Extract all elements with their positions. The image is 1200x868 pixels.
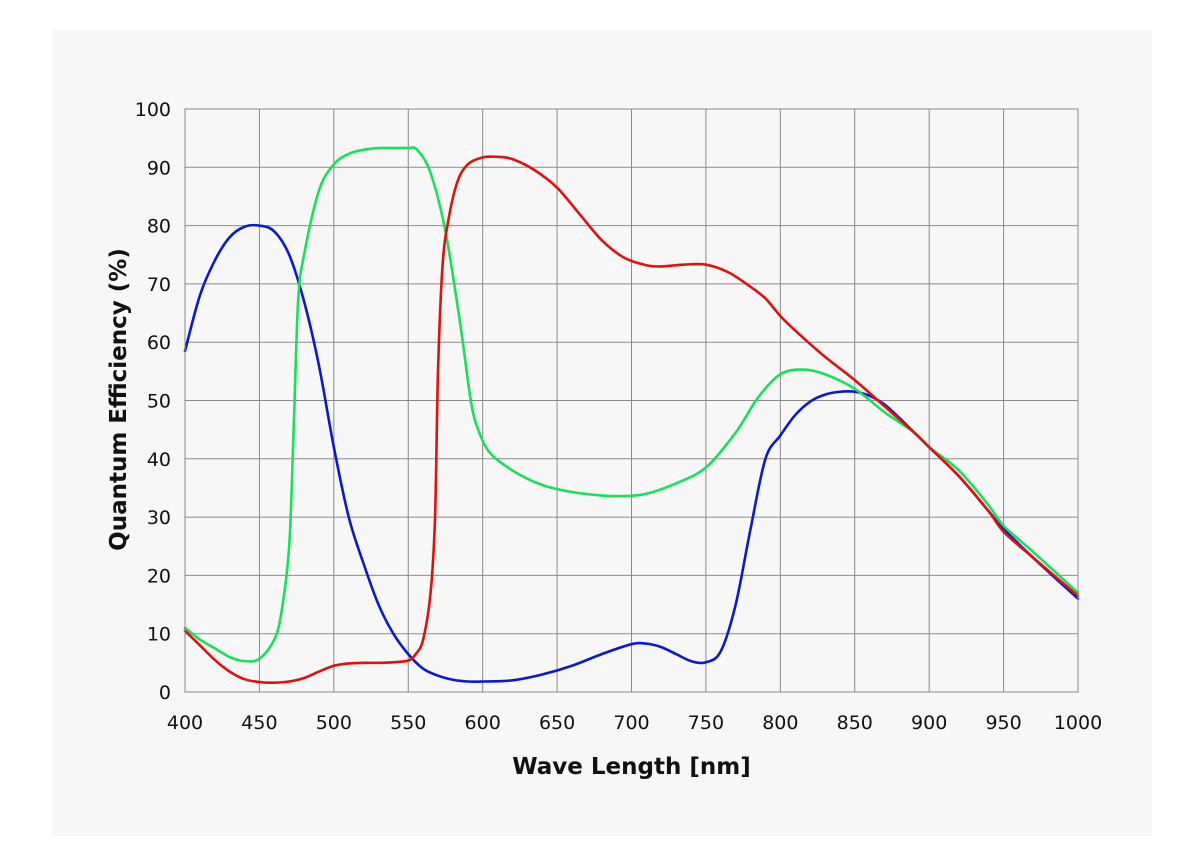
y-tick-label: 80: [147, 216, 171, 238]
y-tick-label: 70: [147, 274, 171, 296]
x-tick-label: 850: [837, 712, 873, 734]
x-tick-label: 1000: [1054, 712, 1102, 734]
y-axis-label: Quantum Efficiency (%): [106, 248, 132, 551]
y-tick-label: 60: [147, 332, 171, 354]
y-tick-label: 20: [147, 565, 171, 587]
x-axis-label: Wave Length [nm]: [512, 754, 751, 780]
x-tick-label: 450: [241, 712, 277, 734]
grid-lines: [184, 108, 1079, 693]
x-tick-label: 600: [465, 712, 501, 734]
y-tick-label: 90: [147, 157, 171, 179]
y-tick-label: 50: [147, 391, 171, 413]
series-line-3: [183, 155, 1080, 685]
y-tick-label: 10: [147, 624, 171, 646]
x-tick-label: 750: [688, 712, 724, 734]
y-tick-label: 30: [147, 507, 171, 529]
x-tick-label: 400: [167, 712, 203, 734]
x-tick-label: 900: [911, 712, 947, 734]
y-tick-label: 100: [135, 99, 171, 121]
x-tick-label: 550: [390, 712, 426, 734]
x-tick-labels: 400 450 500 550 600 650 700 750 800 850 900 950 1000: [167, 712, 1102, 734]
y-tick-label: 0: [159, 682, 171, 704]
x-tick-label: 500: [316, 712, 352, 734]
y-tick-label: 40: [147, 449, 171, 471]
x-tick-label: 800: [762, 712, 798, 734]
chart-panel: [52, 30, 1152, 836]
y-tick-labels: 0 10 20 30 40 50 60 70 80 90 100: [135, 99, 171, 704]
data-series: [183, 146, 1080, 685]
plot-border: [184, 108, 1079, 693]
x-tick-label: 700: [613, 712, 649, 734]
x-tick-label: 950: [985, 712, 1021, 734]
x-tick-label: 650: [539, 712, 575, 734]
series-line-2: [183, 146, 1080, 663]
